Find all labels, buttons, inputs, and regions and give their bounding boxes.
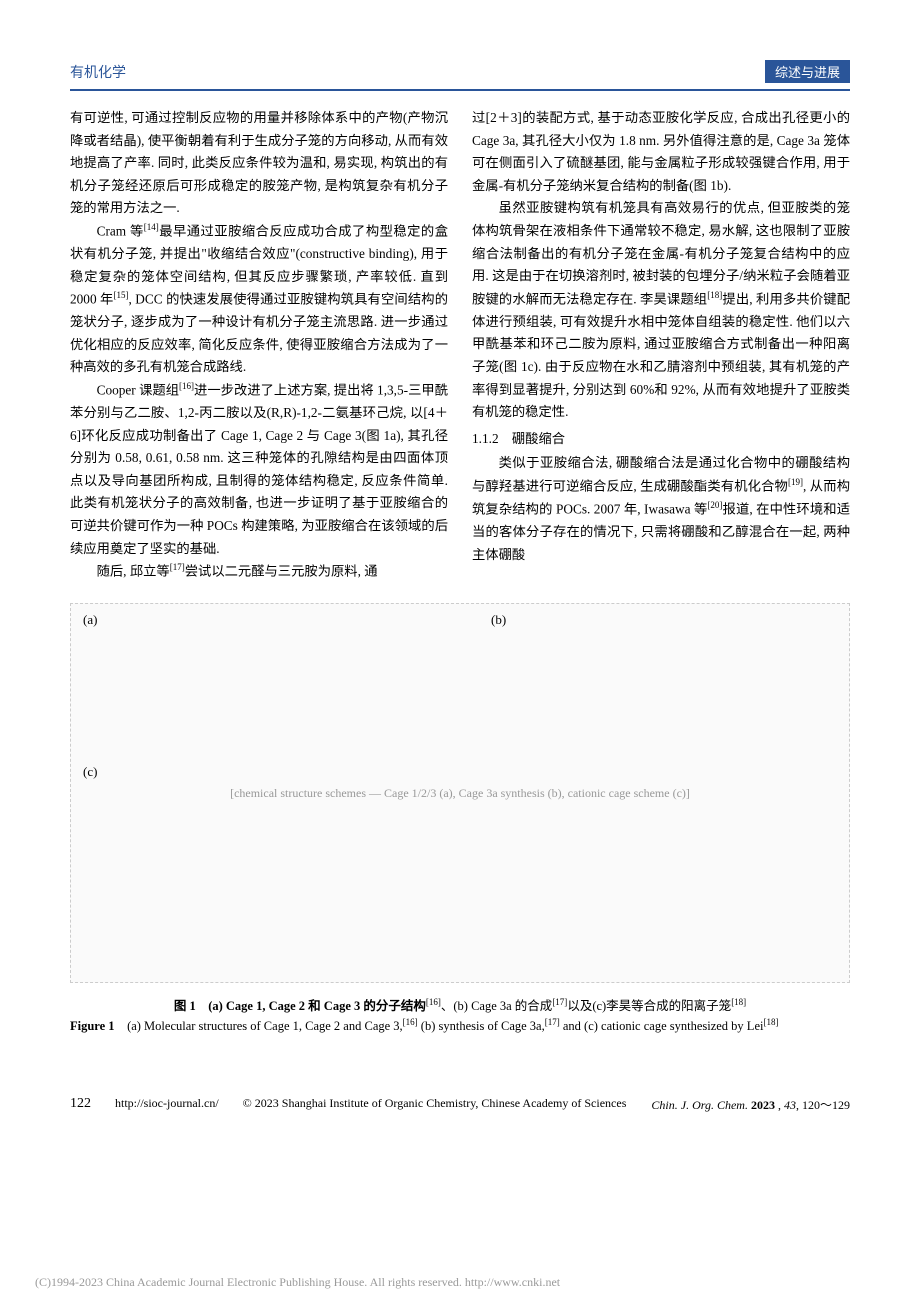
text-run: Cram 等 [97, 223, 144, 238]
para-l1: 有可逆性, 可通过控制反应物的用量并移除体系中的产物(产物沉降或者结晶), 使平… [70, 107, 448, 220]
body-columns: 有可逆性, 可通过控制反应物的用量并移除体系中的产物(产物沉降或者结晶), 使平… [70, 107, 850, 583]
citation-year: 2023 [751, 1098, 775, 1112]
citation-ref: [18] [707, 290, 722, 300]
caption-text: (a) Molecular structures of Cage 1, Cage… [115, 1019, 403, 1033]
text-run: 提出, 利用多共价键配体进行预组装, 可有效提升水相中笼体自组装的稳定性. 他们… [472, 291, 850, 419]
footer-copyright: © 2023 Shanghai Institute of Organic Che… [243, 1096, 627, 1111]
text-run: , DCC 的快速发展使得通过亚胺键构筑具有空间结构的笼状分子, 逐步成为了一种… [70, 292, 448, 375]
citation-journal: Chin. J. Org. Chem. [651, 1098, 748, 1112]
subsection-heading: 1.1.2 硼酸缩合 [472, 428, 850, 451]
section-badge: 综述与进展 [765, 60, 850, 83]
citation-volume: 43 [784, 1098, 796, 1112]
figure-caption-en: Figure 1 (a) Molecular structures of Cag… [70, 1016, 850, 1036]
para-r1: 过[2＋3]的装配方式, 基于动态亚胺化学反应, 合成出孔径更小的 Cage 3… [472, 107, 850, 197]
figure-image-placeholder: (a) (b) (c) [chemical structure schemes … [70, 603, 850, 983]
text-run: 随后, 邱立等 [97, 564, 170, 579]
figure-caption-cn: 图 1 (a) Cage 1, Cage 2 和 Cage 3 的分子结构[16… [70, 995, 850, 1014]
caption-text: 图 1 (a) Cage 1, Cage 2 和 Cage 3 的分子结构 [174, 999, 426, 1013]
watermark-text: (C)1994-2023 China Academic Journal Elec… [35, 1275, 560, 1290]
figure-sublabel-b: (b) [491, 612, 506, 628]
para-r3: 类似于亚胺缩合法, 硼酸缩合法是通过化合物中的硼酸结构与醇羟基进行可逆缩合反应,… [472, 452, 850, 566]
caption-label: Figure 1 [70, 1019, 115, 1033]
citation-ref: [16] [179, 381, 194, 391]
figure-placeholder-text: [chemical structure schemes — Cage 1/2/3… [230, 786, 690, 801]
citation-ref: [18] [731, 997, 746, 1007]
citation-ref: [20] [707, 500, 722, 510]
journal-name: 有机化学 [70, 62, 126, 82]
header-rule [70, 89, 850, 91]
page-footer: 122 http://sioc-journal.cn/ © 2023 Shang… [70, 1096, 850, 1113]
citation-ref: [19] [788, 477, 803, 487]
citation-pages: , 120～129 [796, 1098, 850, 1112]
text-run: 尝试以二元醛与三元胺为原料, 通 [185, 564, 378, 579]
right-column: 过[2＋3]的装配方式, 基于动态亚胺化学反应, 合成出孔径更小的 Cage 3… [472, 107, 850, 583]
citation-ref: [17] [552, 997, 567, 1007]
citation-ref: [17] [545, 1017, 560, 1027]
text-run: Cooper 课题组 [97, 382, 179, 397]
citation-ref: [14] [144, 222, 159, 232]
para-l2: Cram 等[14]最早通过亚胺缩合反应成功合成了构型稳定的盒状有机分子笼, 并… [70, 220, 448, 379]
para-l4: 随后, 邱立等[17]尝试以二元醛与三元胺为原料, 通 [70, 560, 448, 583]
figure-sublabel-c: (c) [83, 764, 97, 780]
footer-left: 122 http://sioc-journal.cn/ © 2023 Shang… [70, 1096, 626, 1113]
caption-text: 、(b) Cage 3a 的合成 [441, 999, 552, 1013]
page-container: 有机化学 综述与进展 有可逆性, 可通过控制反应物的用量并移除体系中的产物(产物… [0, 0, 920, 1302]
header-bar: 有机化学 综述与进展 [70, 60, 850, 83]
footer-url: http://sioc-journal.cn/ [115, 1096, 219, 1111]
citation-ref: [18] [763, 1017, 778, 1027]
caption-text: (b) synthesis of Cage 3a, [418, 1019, 545, 1033]
text-run: 类似于亚胺缩合法, 硼酸缩合法是通过化合物中的硼酸结构与醇羟基进行可逆缩合反应,… [472, 455, 850, 493]
figure-sublabel-a: (a) [83, 612, 97, 628]
caption-text: 以及(c)李昊等合成的阳离子笼 [567, 999, 731, 1013]
citation-ref: [16] [403, 1017, 418, 1027]
para-r2: 虽然亚胺键构筑有机笼具有高效易行的优点, 但亚胺类的笼体构筑骨架在液相条件下通常… [472, 197, 850, 423]
page-number: 122 [70, 1096, 91, 1112]
citation-ref: [17] [170, 562, 185, 572]
citation-ref: [16] [426, 997, 441, 1007]
footer-citation: Chin. J. Org. Chem. 2023 , 43, 120～129 [651, 1096, 850, 1113]
text-run: 进一步改进了上述方案, 提出将 1,3,5-三甲酰苯分别与乙二胺、1,2-丙二胺… [70, 382, 448, 555]
citation-ref: [15] [113, 290, 128, 300]
left-column: 有可逆性, 可通过控制反应物的用量并移除体系中的产物(产物沉降或者结晶), 使平… [70, 107, 448, 583]
caption-text: and (c) cationic cage synthesized by Lei [560, 1019, 764, 1033]
figure-1: (a) (b) (c) [chemical structure schemes … [70, 603, 850, 1036]
para-l3: Cooper 课题组[16]进一步改进了上述方案, 提出将 1,3,5-三甲酰苯… [70, 379, 448, 560]
